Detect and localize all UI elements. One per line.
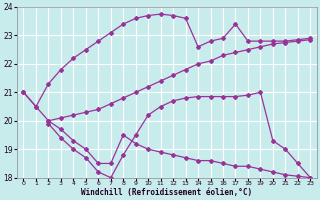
X-axis label: Windchill (Refroidissement éolien,°C): Windchill (Refroidissement éolien,°C) [81, 188, 252, 197]
